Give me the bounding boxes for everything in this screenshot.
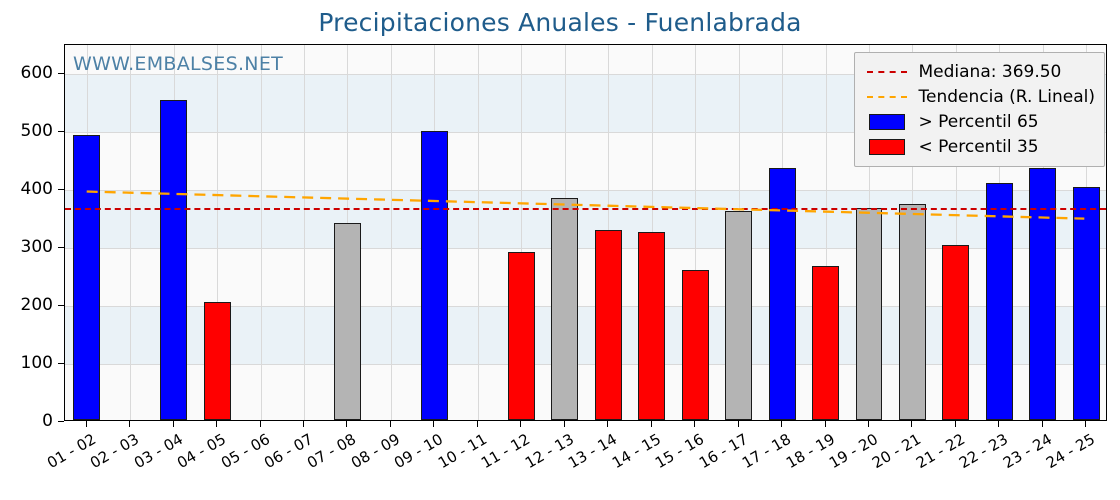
watermark-label: WWW.EMBALSES.NET xyxy=(73,53,284,75)
y-axis-tick-label: 600 xyxy=(20,63,53,83)
y-axis-tick-label: 100 xyxy=(20,353,53,373)
legend-dash-icon xyxy=(864,70,910,73)
x-axis-tick-mark xyxy=(173,421,175,427)
x-axis-tick-mark xyxy=(260,421,262,427)
bar xyxy=(1072,186,1100,420)
x-axis-tick-mark xyxy=(607,421,609,427)
bar xyxy=(594,229,622,420)
x-axis-tick-mark xyxy=(1085,421,1087,427)
gridline-vertical xyxy=(130,45,131,420)
y-axis-tick-mark xyxy=(58,247,64,249)
legend-label: > Percentil 65 xyxy=(918,111,1039,132)
bar xyxy=(681,270,709,420)
gridline-horizontal xyxy=(65,248,1106,249)
x-axis-tick-mark xyxy=(477,421,479,427)
x-axis-tick-mark xyxy=(390,421,392,427)
bar xyxy=(160,100,188,420)
gridline-vertical xyxy=(695,45,696,420)
x-axis-tick-mark xyxy=(955,421,957,427)
x-axis-tick-mark xyxy=(825,421,827,427)
bar xyxy=(507,251,535,420)
color-swatch-icon xyxy=(868,138,905,155)
bar xyxy=(855,208,883,420)
x-axis-tick-mark xyxy=(1042,421,1044,427)
gridline-vertical xyxy=(826,45,827,420)
bar xyxy=(898,204,926,420)
bar xyxy=(1029,167,1057,420)
bar xyxy=(73,134,101,420)
x-axis-tick-mark xyxy=(216,421,218,427)
x-axis-tick-mark xyxy=(346,421,348,427)
x-axis-tick-mark xyxy=(564,421,566,427)
legend-swatch-icon xyxy=(864,113,910,130)
chart-title: Precipitaciones Anuales - Fuenlabrada xyxy=(318,8,802,37)
x-axis-tick-mark xyxy=(911,421,913,427)
x-axis-tick-mark xyxy=(868,421,870,427)
background-band xyxy=(65,306,1106,364)
gridline-horizontal xyxy=(65,306,1106,307)
y-axis-tick-mark xyxy=(58,421,64,423)
x-axis-tick-mark xyxy=(738,421,740,427)
bar xyxy=(420,131,448,420)
y-axis-tick-mark xyxy=(58,131,64,133)
gridline-vertical xyxy=(261,45,262,420)
y-axis-tick-label: 500 xyxy=(20,121,53,141)
bar xyxy=(725,211,753,420)
bar xyxy=(985,182,1013,420)
trend-reference-line xyxy=(86,190,1085,220)
gridline-vertical xyxy=(521,45,522,420)
legend-label: Mediana: 369.50 xyxy=(918,61,1062,82)
x-axis-tick-mark xyxy=(433,421,435,427)
legend-item: > Percentil 65 xyxy=(864,109,1096,134)
y-axis-tick-label: 0 xyxy=(42,411,53,431)
gridline-horizontal xyxy=(65,74,1106,75)
gridline-horizontal xyxy=(65,190,1106,191)
gridline-vertical xyxy=(217,45,218,420)
x-axis-tick-mark xyxy=(781,421,783,427)
legend-item: Mediana: 369.50 xyxy=(864,59,1096,84)
gridline-vertical xyxy=(478,45,479,420)
y-axis-tick-mark xyxy=(58,189,64,191)
x-axis-tick-mark xyxy=(651,421,653,427)
gridline-vertical xyxy=(304,45,305,420)
color-swatch-icon xyxy=(868,113,905,130)
legend-label: Tendencia (R. Lineal) xyxy=(918,86,1096,107)
dashed-line-icon xyxy=(866,95,907,98)
bar xyxy=(203,301,231,420)
dashed-line-icon xyxy=(866,70,907,73)
x-axis-tick-mark xyxy=(998,421,1000,427)
y-axis-tick-mark xyxy=(58,363,64,365)
legend-swatch-icon xyxy=(864,138,910,155)
y-axis-tick-mark xyxy=(58,73,64,75)
legend-item: < Percentil 35 xyxy=(864,134,1096,159)
x-axis-tick-mark xyxy=(303,421,305,427)
gridline-horizontal xyxy=(65,364,1106,365)
gridline-vertical xyxy=(956,45,957,420)
x-axis-tick-mark xyxy=(86,421,88,427)
x-axis-tick-mark xyxy=(694,421,696,427)
background-band xyxy=(65,190,1106,248)
median-reference-line xyxy=(65,207,1106,210)
legend-item: Tendencia (R. Lineal) xyxy=(864,84,1096,109)
bar xyxy=(334,222,361,420)
x-axis-tick-mark xyxy=(520,421,522,427)
bar xyxy=(812,265,839,420)
gridline-vertical xyxy=(391,45,392,420)
x-axis-tick-mark xyxy=(129,421,131,427)
gridline-horizontal xyxy=(65,132,1106,133)
y-axis-tick-label: 200 xyxy=(20,295,53,315)
y-axis-tick-mark xyxy=(58,305,64,307)
bar xyxy=(942,244,970,420)
legend-dash-icon xyxy=(864,95,910,98)
legend-label: < Percentil 35 xyxy=(918,136,1039,157)
y-axis-tick-label: 300 xyxy=(20,237,53,257)
bar xyxy=(638,231,666,420)
y-axis-tick-label: 400 xyxy=(20,179,53,199)
chart-legend: Mediana: 369.50 Tendencia (R. Lineal) > Pe… xyxy=(853,52,1105,167)
bar xyxy=(551,197,579,420)
